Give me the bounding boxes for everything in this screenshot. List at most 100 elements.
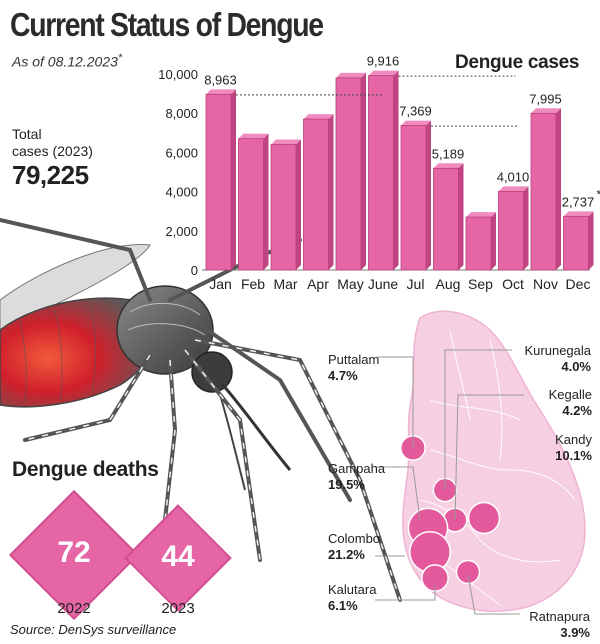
bar-top [401,120,431,126]
district-bubble [467,501,501,535]
district-bubble [455,559,481,585]
y-tick-label: 4,000 [165,185,198,200]
x-tick-label: Feb [241,276,265,292]
y-tick-label: 0 [191,263,198,278]
x-tick-label: Aug [436,276,461,292]
x-tick-label: Sep [468,276,493,292]
bar [530,112,557,271]
district-name: Ratnapura [529,609,590,624]
label-puttalam: Puttalam 4.7% [328,352,379,384]
leader-line [444,349,512,490]
bar [238,138,264,271]
leader-line [375,585,436,601]
bar-side [556,108,561,270]
data-label: 2,737 [562,194,595,209]
leader-line [375,466,421,521]
leader-lines [375,349,524,615]
data-label: 7,369 [399,104,432,119]
district-bubbles [400,435,501,592]
district-name: Puttalam [328,352,380,367]
deaths-2022-value: 72 [57,536,91,569]
bar-side [231,89,236,271]
bar [368,75,394,271]
bar-top [238,133,269,139]
bar-top [303,114,334,120]
data-label: 5,189 [432,146,465,161]
district-name: Kegalle [548,387,592,402]
district-share: 4.7% [328,368,358,383]
bar-top [563,211,594,217]
leader-line [378,356,414,448]
bar [563,215,589,271]
dengue-cases-chart: 0 2,000 4,000 6,000 8,000 10,000 Jan 8,963 Feb Ma… [158,54,600,292]
total-label-line2: cases (2023) [12,143,93,159]
x-tick-label: Jul [407,276,425,292]
leader-line [467,574,520,615]
x-tick-label: June [368,276,399,292]
bar-side [328,114,334,270]
label-kandy: Kandy 10.1% [540,432,592,464]
x-tick-label: Jan [209,276,232,292]
data-label: 9,916 [367,54,400,69]
source-note: Source: DenSys surveillance [10,622,177,637]
bar-top [336,72,366,78]
label-kurunegala: Kurunegala 4.0% [519,343,592,375]
deaths-2023-value: 44 [161,540,195,573]
district-share: 10.1% [555,448,592,463]
label-kalutara: Kalutara 6.1% [328,582,376,614]
bar [465,216,492,271]
bar-side [296,139,301,270]
bar-side [426,120,431,270]
bar-top [368,70,399,76]
x-tick-label: May [337,276,363,292]
bar-top [466,212,496,218]
dec-footnote-mark: * [597,187,600,201]
y-tick-label: 8,000 [165,106,198,121]
as-of-text: As of 08.12.2023 [12,53,118,70]
x-tick-label: Dec [566,276,591,292]
x-tick-label: Mar [273,276,297,292]
district-share: 3.9% [560,625,590,640]
bar-side [523,186,529,270]
bar-side [263,133,269,270]
as-of-date: As of 08.12.2023* [12,52,122,70]
deaths-2022-year: 2022 [57,600,91,617]
total-cases-value: 79,225 [12,160,89,190]
as-of-footnote-mark: * [117,52,123,64]
page-title: Current Status of Dengue [10,6,324,43]
bar-top [433,163,464,169]
data-label: 4,010 [497,169,530,184]
bar-side [393,70,399,271]
district-name: Kalutara [328,582,377,597]
leader-line [454,394,524,521]
label-ratnapura: Ratnapura 3.9% [524,609,590,641]
x-tick-label: Nov [533,276,558,292]
data-label: 8,963 [204,72,237,87]
label-kegalle: Kegalle 4.2% [530,387,592,419]
label-gampaha: Gampaha 19.5% [328,461,385,493]
total-cases-label: Total cases (2023) [12,126,93,160]
bar-side [458,163,464,270]
x-tick-label: Oct [502,276,524,292]
district-name: Kandy [555,432,592,447]
deaths-2023-year: 2023 [161,600,195,617]
district-share: 19.5% [328,477,365,492]
x-tick-label: Apr [307,276,329,292]
district-share: 21.2% [328,547,365,562]
bar-top [498,186,529,192]
bar [400,125,427,271]
bar [205,93,232,271]
deaths-title: Dengue deaths [12,458,159,481]
bar-top [531,108,561,114]
district-share: 4.2% [562,403,592,418]
bar [303,118,329,271]
bar [433,167,459,271]
total-label-line1: Total [12,126,42,142]
bar-top [206,89,236,95]
bar-side [361,72,366,270]
data-label: 7,995 [529,91,562,106]
district-share: 6.1% [328,598,358,613]
label-colombo: Colombo 21.2% [328,531,380,563]
